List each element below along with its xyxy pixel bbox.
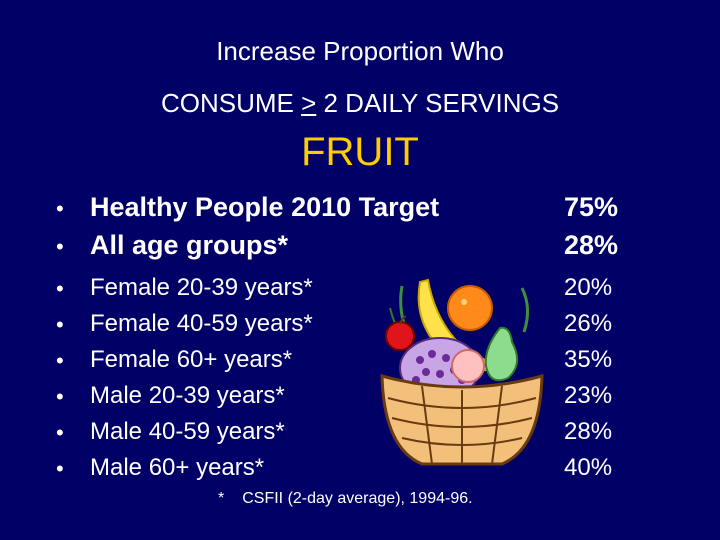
fruit-basket-icon <box>380 278 544 466</box>
list-item: • Male 60+ years* 40% <box>0 454 720 490</box>
slide-title-line1: Increase Proportion Who <box>216 36 504 66</box>
bullet: • <box>56 456 64 481</box>
list-item: • Male 20-39 years* 23% <box>0 382 720 418</box>
row-value: 23% <box>564 382 613 409</box>
row-label: Male 60+ years* <box>90 454 265 481</box>
footnote-text: CSFII (2-day average), 1994-96. <box>242 490 473 507</box>
greater-equal-symbol: > <box>301 88 317 118</box>
footnote-marker: * <box>218 490 225 507</box>
row-label: Male 40-59 years* <box>90 418 285 445</box>
row-label: Female 20-39 years* <box>90 274 313 301</box>
row-label: Male 20-39 years* <box>90 382 285 409</box>
bullet: • <box>56 196 64 221</box>
bullet: • <box>56 420 64 445</box>
row-value: 75% <box>564 192 619 222</box>
row-value: 28% <box>564 418 613 445</box>
row-value: 26% <box>564 310 613 337</box>
title-suffix: 2 DAILY SERVINGS <box>316 88 560 118</box>
slide-title-fruit: FRUIT <box>301 130 419 174</box>
slide-title-line2: CONSUME > 2 DAILY SERVINGS <box>0 88 720 119</box>
row-label: All age groups* <box>90 230 289 260</box>
row-value: 28% <box>564 230 619 260</box>
bullet: • <box>56 312 64 337</box>
list-item: • Female 60+ years* 35% <box>0 346 720 382</box>
list-item: • All age groups* 28% <box>0 230 720 266</box>
row-value: 35% <box>564 346 613 373</box>
row-label: Healthy People 2010 Target <box>90 192 440 222</box>
list-item: • Female 20-39 years* 20% <box>0 274 720 310</box>
row-value: 40% <box>564 454 613 481</box>
bullet: • <box>56 276 64 301</box>
row-label: Female 60+ years* <box>90 346 293 373</box>
bullet: • <box>56 384 64 409</box>
bullet: • <box>56 234 64 259</box>
title-prefix: CONSUME <box>160 88 302 118</box>
footnote: * CSFII (2-day average), 1994-96. <box>218 490 473 508</box>
list-item: • Healthy People 2010 Target 75% <box>0 192 720 228</box>
row-value: 20% <box>564 274 613 301</box>
list-item: • Female 40-59 years* 26% <box>0 310 720 346</box>
list-item: • Male 40-59 years* 28% <box>0 418 720 454</box>
row-label: Female 40-59 years* <box>90 310 313 337</box>
bullet: • <box>56 348 64 373</box>
